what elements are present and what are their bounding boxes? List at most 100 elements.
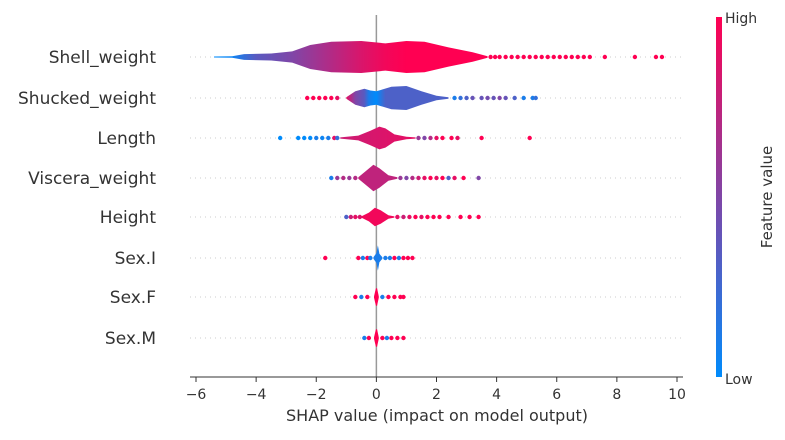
outlier-point	[533, 54, 538, 60]
outlier-point	[452, 175, 457, 181]
outlier-point	[557, 54, 562, 60]
outlier-point	[332, 135, 337, 141]
outlier-point	[329, 175, 334, 181]
outlier-point	[581, 54, 586, 60]
colorbar	[716, 17, 722, 377]
outlier-point	[497, 95, 502, 101]
feature-label: Sex.F	[110, 288, 156, 308]
outlier-point	[392, 255, 397, 261]
x-tick-label: 2	[432, 387, 441, 403]
outlier-point	[323, 95, 328, 101]
outlier-point	[335, 175, 340, 181]
violin-length	[340, 126, 416, 150]
outlier-point	[551, 54, 556, 60]
violin-shell-weight	[214, 41, 488, 73]
outlier-point	[320, 135, 325, 141]
outlier-point	[437, 214, 442, 220]
outlier-point	[401, 255, 406, 261]
outlier-point	[380, 294, 385, 300]
x-tick-label: 0	[372, 387, 381, 403]
outlier-point	[503, 95, 508, 101]
outlier-point	[360, 255, 366, 261]
outlier-point	[422, 175, 427, 181]
violins	[214, 41, 665, 347]
outlier-point	[575, 54, 580, 60]
outlier-point	[398, 175, 403, 181]
outlier-point	[485, 95, 490, 101]
outlier-point	[389, 335, 394, 341]
outlier-point	[401, 294, 406, 300]
x-tick-label: 10	[668, 387, 686, 403]
outlier-point	[446, 214, 451, 220]
outlier-point	[602, 54, 608, 60]
outlier-point	[440, 175, 445, 181]
outlier-point	[449, 135, 454, 141]
feature-label: Viscera_weight	[28, 169, 156, 189]
feature-label: Shucked_weight	[18, 89, 156, 109]
violin-sex-i	[373, 245, 383, 271]
outlier-point	[357, 214, 363, 220]
outlier-point	[311, 95, 316, 101]
outlier-point	[470, 95, 475, 101]
feature-label: Shell_weight	[49, 48, 157, 68]
outlier-point	[515, 54, 520, 60]
outlier-point	[326, 135, 331, 141]
outlier-point	[425, 214, 430, 220]
outlier-point	[458, 95, 463, 101]
outlier-point	[410, 255, 415, 261]
outlier-point	[527, 135, 532, 141]
outlier-point	[413, 214, 418, 220]
violin-viscera-weight	[358, 164, 398, 192]
colorbar-title: Feature value	[758, 146, 776, 248]
outlier-point	[353, 214, 358, 220]
outlier-point	[653, 54, 659, 60]
violin-sex-f	[374, 288, 379, 306]
outlier-point	[344, 214, 349, 220]
x-tick-label: −6	[186, 387, 207, 403]
outlier-point	[396, 255, 402, 261]
outlier-point	[407, 214, 412, 220]
row-guides	[190, 56, 683, 339]
outlier-point	[431, 214, 436, 220]
outlier-point	[509, 54, 514, 60]
outlier-point	[476, 214, 481, 220]
outlier-point	[587, 54, 593, 60]
outlier-point	[366, 335, 372, 341]
outlier-point	[416, 135, 421, 141]
outlier-point	[380, 335, 385, 341]
outlier-point	[428, 135, 433, 141]
outlier-point	[479, 135, 484, 141]
outlier-point	[464, 95, 469, 101]
outlier-point	[491, 95, 496, 101]
feature-labels: Shell_weight Shucked_weight Length Viscera_…	[18, 48, 156, 349]
violin-sex-m	[374, 329, 379, 347]
outlier-point	[362, 335, 367, 341]
x-tick-label: −2	[306, 387, 327, 403]
x-tick-label: −4	[246, 387, 267, 403]
outlier-point	[392, 294, 397, 300]
outlier-point	[428, 175, 433, 181]
outlier-point	[368, 255, 373, 261]
outlier-point	[563, 54, 568, 60]
outlier-point	[353, 175, 358, 181]
outlier-point	[434, 135, 439, 141]
outlier-point	[521, 95, 526, 101]
outlier-point	[512, 95, 517, 101]
outlier-point	[341, 175, 346, 181]
outlier-point	[398, 294, 403, 300]
outlier-point	[335, 95, 340, 101]
violin-shucked-weight	[346, 86, 449, 110]
outlier-point	[302, 135, 307, 141]
outlier-point	[503, 54, 508, 60]
feature-label: Length	[97, 129, 156, 149]
x-tick-label: 6	[552, 387, 561, 403]
x-axis-label: SHAP value (impact on model output)	[286, 406, 588, 425]
outlier-point	[479, 95, 484, 101]
outlier-point	[347, 175, 352, 181]
outlier-point	[323, 255, 328, 261]
outlier-point	[461, 175, 466, 181]
outlier-point	[527, 54, 532, 60]
outlier-point	[277, 135, 283, 141]
outlier-point	[386, 294, 391, 300]
